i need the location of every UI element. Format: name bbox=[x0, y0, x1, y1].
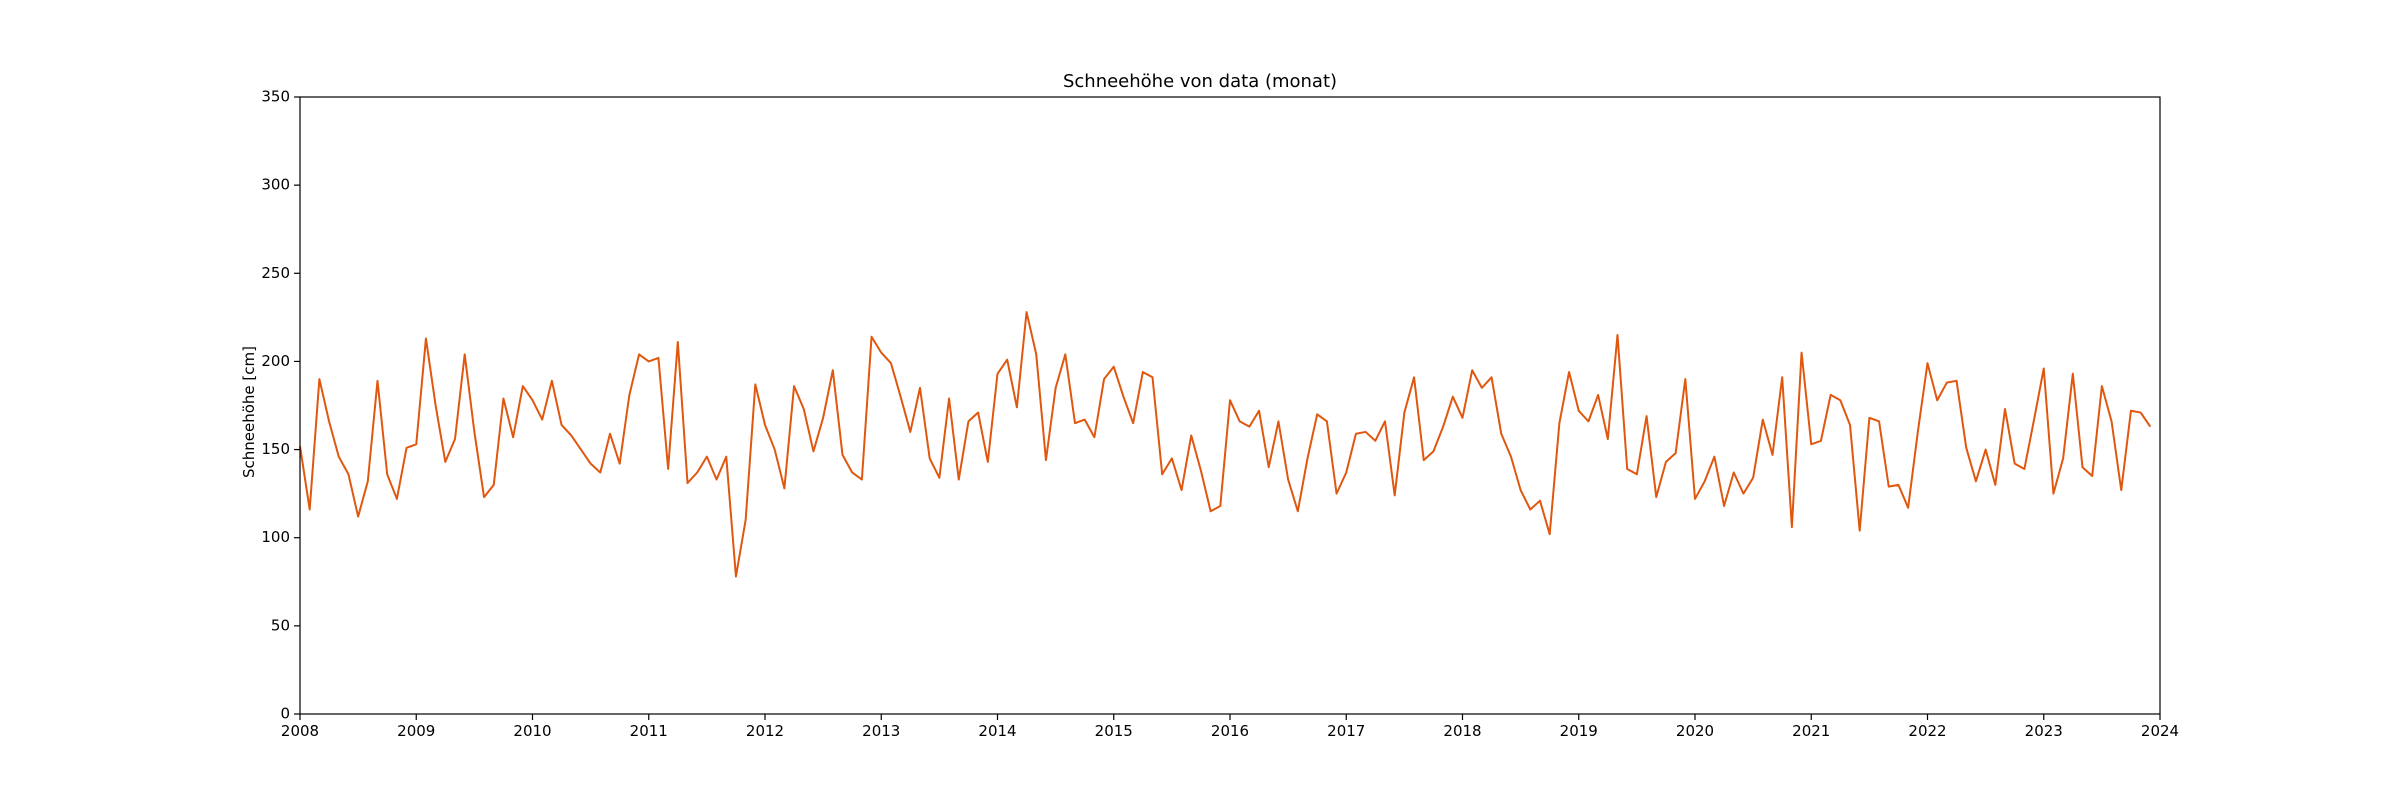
plot-frame bbox=[299, 96, 2161, 715]
x-tick-label: 2023 bbox=[2025, 722, 2063, 740]
x-tick-label: 2022 bbox=[1908, 722, 1946, 740]
x-tick-label: 2020 bbox=[1676, 722, 1714, 740]
y-axis-label: Schneehöhe [cm] bbox=[240, 346, 258, 478]
y-tick-label: 300 bbox=[261, 176, 290, 194]
axis-ticks: 2008 2009 2010 2011 2012 2013 2014 2015 2016 2017… bbox=[261, 88, 2179, 741]
x-tick-label: 2015 bbox=[1095, 722, 1133, 740]
x-tick-label: 2013 bbox=[862, 722, 900, 740]
x-tick-label: 2021 bbox=[1792, 722, 1830, 740]
x-tick-label: 2024 bbox=[2141, 722, 2179, 740]
y-tick-label: 200 bbox=[261, 352, 290, 370]
y-tick-label: 0 bbox=[280, 705, 290, 723]
y-tick-label: 150 bbox=[261, 440, 290, 458]
x-tick-label: 2011 bbox=[630, 722, 668, 740]
x-tick-label: 2012 bbox=[746, 722, 784, 740]
y-tick-label: 50 bbox=[271, 616, 290, 634]
x-tick-label: 2018 bbox=[1443, 722, 1481, 740]
y-tick-label: 350 bbox=[261, 88, 290, 106]
y-tick-label: 250 bbox=[261, 264, 290, 282]
x-tick-label: 2016 bbox=[1211, 722, 1249, 740]
x-tick-label: 2014 bbox=[978, 722, 1016, 740]
y-tick-label: 100 bbox=[261, 528, 290, 546]
x-tick-label: 2010 bbox=[513, 722, 551, 740]
x-tick-label: 2019 bbox=[1560, 722, 1598, 740]
snow-depth-series-line bbox=[299, 311, 2152, 578]
x-tick-label: 2008 bbox=[281, 722, 319, 740]
chart-title: Schneehöhe von data (monat) bbox=[1063, 71, 1337, 92]
x-tick-label: 2009 bbox=[397, 722, 435, 740]
x-tick-label: 2017 bbox=[1327, 722, 1365, 740]
